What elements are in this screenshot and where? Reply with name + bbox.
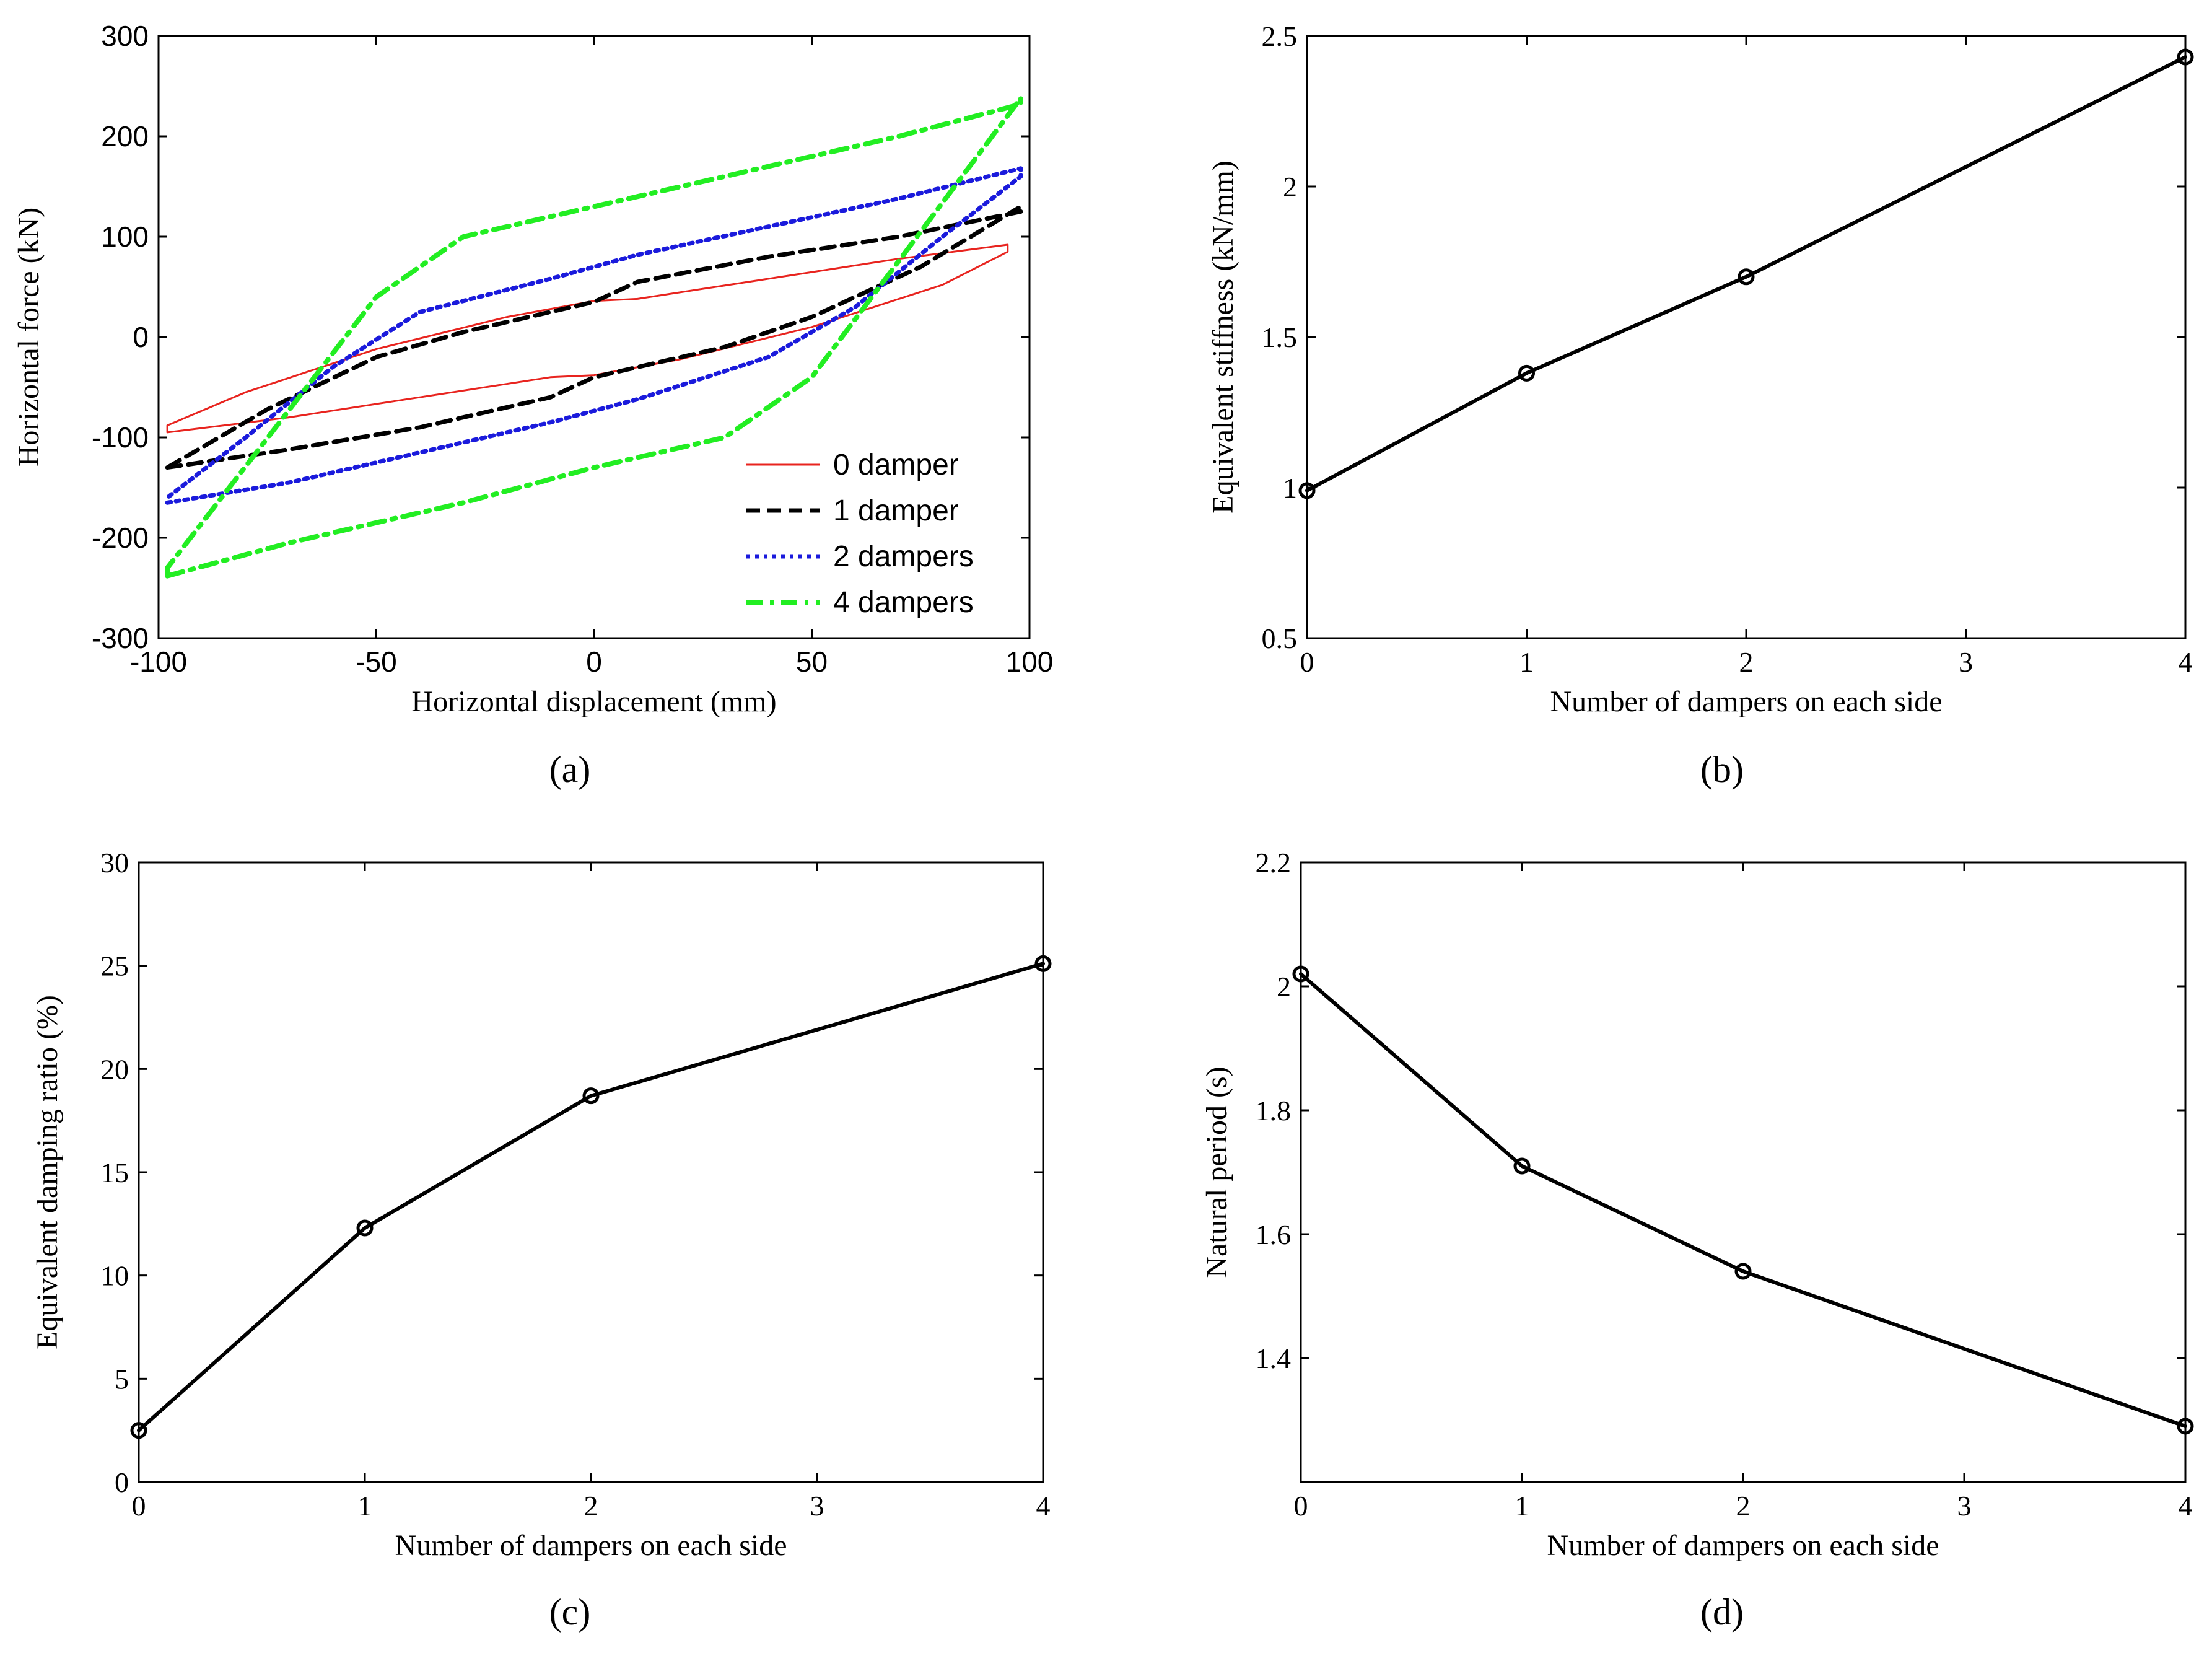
y-tick-label: 100 (101, 221, 149, 253)
y-tick-label: 0.5 (1262, 623, 1298, 654)
data-point (356, 1219, 374, 1237)
x-tick-label: 3 (1957, 1490, 1972, 1522)
plot-frame (1306, 35, 2187, 639)
panel-d: 0 1 2 3 4 1.4 1.6 1.8 2 2.2 Number of dampers on e… (1200, 847, 2194, 1633)
data-point (1518, 364, 1535, 382)
data-point (1738, 268, 1755, 286)
y-tick-label: 1.8 (1256, 1095, 1292, 1126)
series-line-0 (166, 243, 1009, 434)
x-tick-label: 0 (1294, 1490, 1308, 1522)
x-tick-label: 0 (132, 1490, 146, 1522)
x-axis-label: Number of dampers on each side (395, 1529, 787, 1562)
panel-b: 0 1 2 3 4 0.5 1 1.5 2 2.5 Number of dampers on eac… (1207, 20, 2194, 790)
x-axis-label: Number of dampers on each side (1550, 685, 1942, 718)
y-tick-label: 1.6 (1256, 1219, 1292, 1250)
panel-label: (b) (1700, 749, 1744, 790)
y-tick-label: 2 (1277, 971, 1291, 1002)
panel-label: (a) (549, 749, 591, 790)
data-point (582, 1087, 600, 1105)
data-point (1034, 955, 1052, 972)
legend-entry: 4 dampers (833, 586, 974, 619)
y-tick-label: 25 (100, 950, 129, 982)
x-tick-label: 2 (1739, 646, 1754, 678)
panel-label: (c) (549, 1592, 591, 1633)
x-axis-label: Number of dampers on each side (1547, 1529, 1939, 1562)
y-tick-label: 2.2 (1256, 847, 1292, 879)
y-axis-label: Equivalent damping ratio (%) (31, 995, 64, 1349)
plot-frame (138, 861, 1044, 1483)
data-point (2177, 1418, 2194, 1435)
y-axis-label: Horizontal force (kN) (12, 208, 45, 467)
y-axis-label: Natural period (s) (1200, 1066, 1233, 1278)
series-line (1305, 55, 2187, 493)
series-line-3 (165, 95, 1023, 579)
x-tick-label: 2 (584, 1490, 598, 1522)
y-tick-label: -200 (92, 522, 149, 554)
x-tick-label: -100 (130, 646, 187, 678)
x-tick-label: 4 (2179, 1490, 2193, 1522)
y-tick-label: 200 (101, 120, 149, 152)
legend-entry: 1 damper (833, 494, 959, 527)
x-tick-label: 4 (2179, 646, 2193, 678)
data-point (1513, 1157, 1531, 1175)
x-tick-label: 1 (1515, 1490, 1529, 1522)
series-line (1299, 972, 2187, 1428)
legend-entry: 0 damper (833, 449, 959, 481)
plot-frame (1300, 861, 2187, 1483)
y-tick-label: 0 (115, 1467, 129, 1498)
y-tick-label: 5 (115, 1363, 129, 1395)
y-tick-label: 2.5 (1262, 20, 1298, 52)
x-tick-label: 1 (1519, 646, 1534, 678)
x-tick-label: 4 (1036, 1490, 1051, 1522)
y-tick-label: 300 (101, 20, 149, 52)
y-tick-label: -300 (92, 622, 149, 654)
series-line (137, 962, 1045, 1432)
x-tick-label: 1 (358, 1490, 372, 1522)
x-tick-label: 0 (586, 646, 602, 678)
panel-a: -100 -50 0 50 100 -300 -200 -100 0 100 200 300 Horiz… (12, 20, 1053, 790)
y-axis-label: Equivalent stiffness (kN/mm) (1207, 160, 1239, 514)
series-line-1 (165, 204, 1023, 470)
y-tick-label: 15 (100, 1157, 129, 1188)
data-point (2177, 48, 2194, 66)
panel-c: 0 1 2 3 4 0 5 10 15 20 25 30 Number of dampers on ea… (31, 847, 1052, 1633)
data-point (1734, 1263, 1752, 1280)
y-tick-label: 0 (133, 321, 149, 353)
data-point (130, 1422, 147, 1439)
panel-label: (d) (1700, 1592, 1744, 1633)
y-tick-label: 1.4 (1256, 1343, 1292, 1374)
x-tick-label: 100 (1006, 646, 1054, 678)
x-tick-label: 3 (1959, 646, 1973, 678)
y-tick-label: 1 (1283, 472, 1297, 504)
series-line-2 (165, 166, 1023, 505)
data-point (1292, 965, 1309, 983)
y-tick-label: 1.5 (1262, 322, 1298, 353)
y-tick-label: -100 (92, 421, 149, 454)
y-tick-label: 20 (100, 1053, 129, 1085)
x-tick-label: 3 (810, 1490, 824, 1522)
data-point (1298, 482, 1316, 499)
y-tick-label: 10 (100, 1260, 129, 1292)
y-tick-label: 30 (100, 847, 129, 879)
x-tick-label: 2 (1736, 1490, 1751, 1522)
x-axis-label: Horizontal displacement (mm) (411, 685, 776, 718)
y-tick-label: 2 (1283, 171, 1297, 203)
legend-entry: 2 dampers (833, 540, 974, 573)
x-tick-label: 0 (1300, 646, 1314, 678)
x-tick-label: 50 (796, 646, 828, 678)
x-tick-label: -50 (356, 646, 396, 678)
